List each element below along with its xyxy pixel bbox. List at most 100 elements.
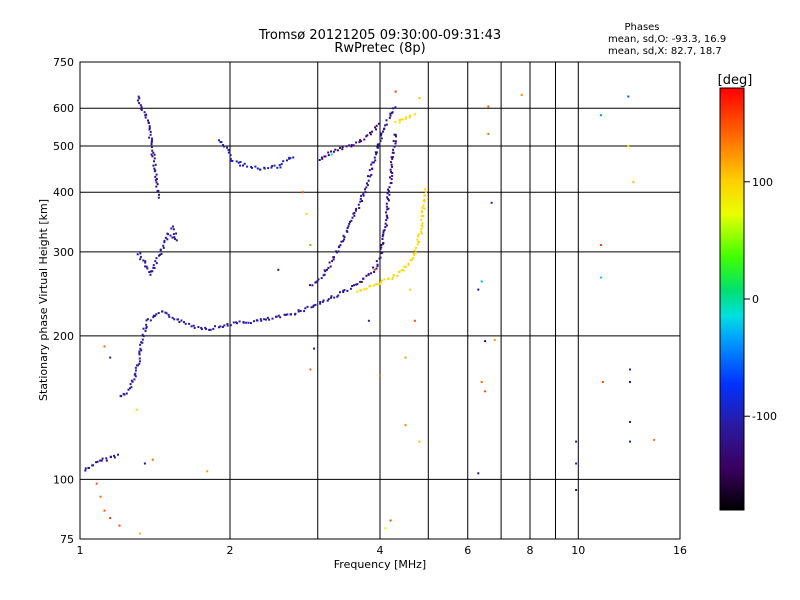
echo-point	[153, 267, 156, 269]
echo-point	[151, 139, 153, 142]
echo-point	[423, 194, 426, 197]
scatter-point	[477, 472, 480, 475]
echo-point	[143, 111, 146, 114]
echo-point	[250, 322, 252, 325]
echo-point	[386, 217, 389, 219]
echo-point	[153, 157, 156, 160]
echo-point	[150, 153, 153, 156]
echo-point	[180, 319, 183, 322]
echo-point	[141, 338, 144, 341]
echo-point	[414, 251, 417, 254]
echo-point	[229, 157, 232, 160]
echo-point	[409, 259, 412, 261]
echo-point	[388, 193, 391, 196]
echo-point	[373, 156, 376, 159]
echo-point	[343, 236, 346, 239]
echo-point	[376, 265, 379, 268]
echo-point	[422, 204, 425, 207]
echo-point	[221, 326, 224, 328]
echo-point	[391, 151, 394, 154]
echo-point	[288, 156, 291, 159]
echo-point	[144, 260, 147, 263]
echo-point	[318, 159, 321, 161]
echo-point	[145, 323, 148, 326]
echo-point	[380, 137, 383, 140]
y-tick-label: 500	[53, 140, 74, 153]
echo-point	[384, 124, 387, 127]
echo-point	[421, 222, 424, 225]
echo-point	[412, 253, 415, 255]
echo-point	[369, 133, 372, 136]
colorbar-ticks: 100 0 -100	[744, 176, 777, 423]
echo-point	[371, 161, 374, 164]
echo-point	[138, 360, 141, 363]
echo-point	[260, 319, 263, 322]
echo-point	[139, 258, 142, 261]
echo-point	[366, 182, 368, 185]
echo-point	[395, 135, 397, 138]
echo-point	[416, 238, 419, 241]
echo-point	[208, 328, 211, 331]
echo-point	[167, 313, 170, 316]
echo-point	[290, 313, 292, 316]
echo-point	[134, 369, 137, 372]
scatter-point	[601, 381, 604, 383]
echo-point	[381, 251, 384, 254]
echo-point	[387, 198, 390, 200]
echo-point	[327, 267, 330, 269]
echo-point	[88, 466, 90, 469]
echo-point	[209, 328, 212, 331]
echo-point	[155, 185, 158, 188]
echo-point	[423, 198, 426, 201]
echo-point	[149, 130, 152, 133]
echo-point	[342, 240, 345, 243]
echo-point	[356, 290, 359, 293]
echo-point	[376, 146, 379, 149]
echo-point	[348, 144, 351, 147]
echo-point	[374, 126, 377, 129]
echo-point	[146, 267, 149, 270]
echo-point	[101, 457, 104, 460]
echo-point	[271, 165, 274, 168]
echo-point	[160, 253, 163, 255]
echo-point	[84, 469, 87, 472]
scatter-point	[629, 420, 631, 423]
scatter-point	[103, 509, 106, 512]
echo-point	[360, 289, 363, 292]
echo-point	[404, 117, 407, 120]
echo-point	[222, 144, 225, 146]
echo-point	[153, 160, 155, 163]
echo-point	[407, 263, 410, 266]
echo-point	[385, 205, 388, 208]
echo-point	[369, 131, 371, 134]
echo-point	[292, 156, 295, 159]
echo-point	[238, 320, 241, 323]
echo-point	[242, 164, 244, 167]
echo-point	[321, 157, 324, 160]
echo-point	[390, 163, 393, 166]
echo-point	[226, 323, 229, 325]
echo-point	[420, 215, 423, 218]
echo-point	[315, 281, 318, 284]
scatter-point	[490, 201, 493, 204]
echo-point	[384, 226, 387, 229]
echo-point	[220, 141, 223, 144]
echo-point	[127, 388, 130, 391]
colorbar-tick-label: 0	[752, 293, 759, 306]
echo-point	[398, 119, 401, 122]
x-axis-label: Frequency [MHz]	[334, 558, 426, 571]
y-tick-label: 750	[53, 56, 74, 69]
echo-point	[366, 184, 369, 187]
echo-point	[379, 256, 382, 259]
echo-point	[391, 165, 393, 168]
echo-point	[394, 106, 397, 109]
echo-point	[382, 241, 385, 244]
echo-point	[393, 133, 396, 136]
echo-point	[423, 207, 426, 210]
scatter-point	[629, 368, 631, 371]
echo-point	[105, 459, 108, 462]
echo-point	[351, 216, 354, 219]
echo-point	[139, 255, 142, 258]
echo-point	[359, 200, 362, 203]
echo-point	[366, 134, 369, 137]
